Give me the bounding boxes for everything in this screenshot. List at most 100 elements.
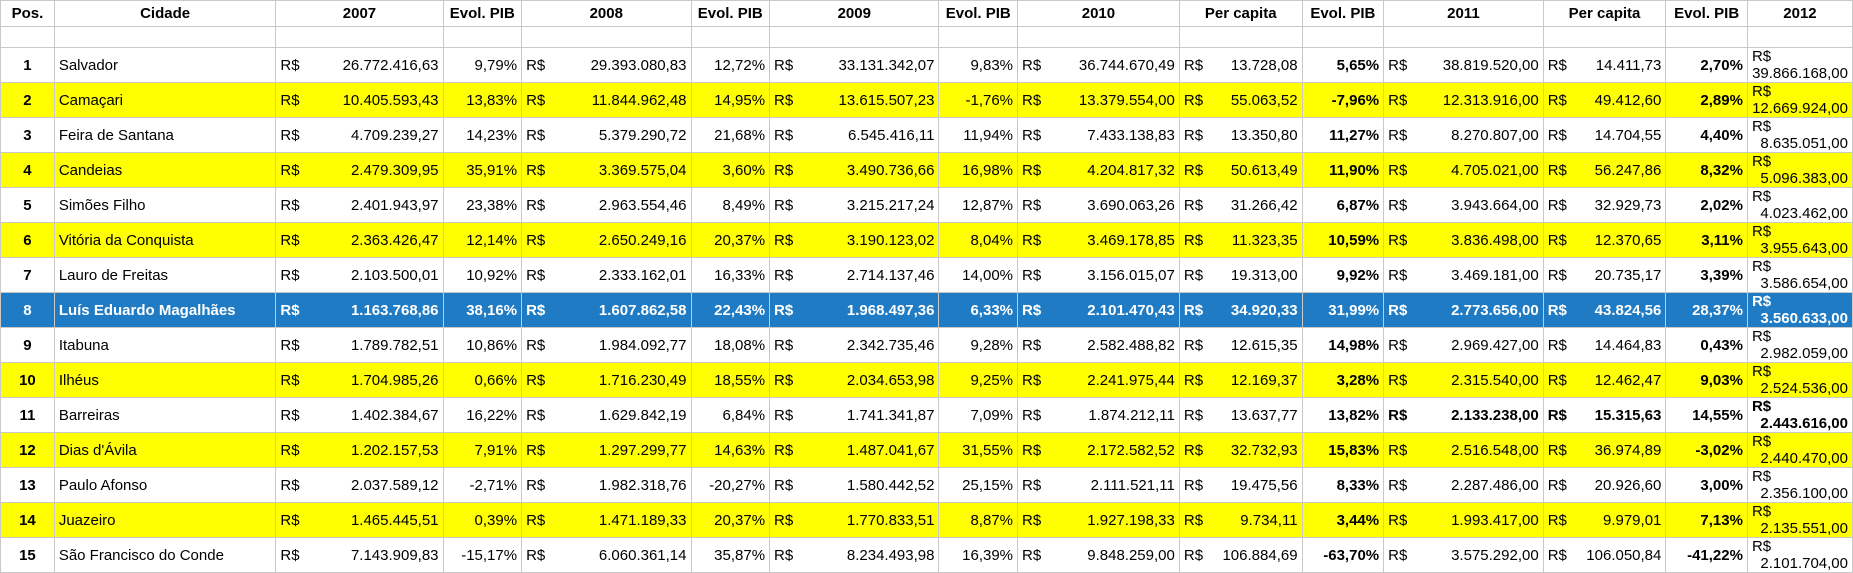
cell-2008[interactable]: R$ 3.369.575,04	[521, 152, 692, 188]
cell-position[interactable]: 4	[0, 152, 55, 188]
cell-evol-2009[interactable]: 7,09%	[938, 397, 1019, 433]
cell-evol-2011[interactable]: 3,39%	[1665, 257, 1748, 293]
cell-2007[interactable]: R$ 10.405.593,43	[275, 82, 444, 118]
cell-evol-2010[interactable]: -63,70%	[1301, 537, 1385, 573]
cell-2008[interactable]: R$ 1.716.230,49	[521, 362, 692, 398]
cell-2007[interactable]: R$ 2.401.943,97	[275, 187, 444, 223]
cell-evol-2009[interactable]: 12,87%	[938, 187, 1019, 223]
cell-evol-2010[interactable]: 9,92%	[1301, 257, 1385, 293]
cell-evol-2009[interactable]: 16,39%	[938, 537, 1019, 573]
empty-cell[interactable]	[1383, 26, 1544, 48]
cell-evol-2011[interactable]: 3,11%	[1665, 222, 1748, 258]
table-row[interactable]: 7 Lauro de Freitas R$ 2.103.500,01 10,92% R$ 2…	[0, 257, 1853, 293]
table-row[interactable]: 4 Candeias R$ 2.479.309,95 35,91% R$ 3.369.575…	[0, 152, 1853, 188]
cell-2012[interactable]: R$ 2.982.059,00	[1746, 327, 1853, 363]
cell-2010[interactable]: R$ 4.204.817,32	[1017, 152, 1180, 188]
cell-percapita-2010[interactable]: R$ 19.475,56	[1178, 467, 1303, 503]
cell-evol-2009[interactable]: 11,94%	[938, 117, 1019, 153]
cell-2010[interactable]: R$ 2.241.975,44	[1017, 362, 1180, 398]
empty-cell[interactable]	[0, 26, 55, 48]
cell-city[interactable]: Barreiras	[53, 397, 277, 433]
cell-percapita-2011[interactable]: R$ 20.735,17	[1542, 257, 1667, 293]
cell-evol-2007[interactable]: -15,17%	[442, 537, 523, 573]
table-row[interactable]: 2 Camaçari R$ 10.405.593,43 13,83% R$ 11.844.9…	[0, 82, 1853, 118]
cell-position[interactable]: 9	[0, 327, 55, 363]
cell-evol-2010[interactable]: 31,99%	[1301, 292, 1385, 328]
cell-2011[interactable]: R$ 3.836.498,00	[1383, 222, 1544, 258]
cell-2011[interactable]: R$ 12.313.916,00	[1383, 82, 1544, 118]
cell-evol-2011[interactable]: 3,00%	[1665, 467, 1748, 503]
cell-2010[interactable]: R$ 13.379.554,00	[1017, 82, 1180, 118]
cell-evol-2007[interactable]: 10,86%	[442, 327, 523, 363]
cell-evol-2011[interactable]: 0,43%	[1665, 327, 1748, 363]
cell-2011[interactable]: R$ 1.993.417,00	[1383, 502, 1544, 538]
header-percapita-2010[interactable]: Per capita	[1178, 0, 1303, 27]
cell-position[interactable]: 6	[0, 222, 55, 258]
header-2012[interactable]: 2012	[1746, 0, 1853, 27]
table-row[interactable]: 15 São Francisco do Conde R$ 7.143.909,83 -1…	[0, 537, 1853, 573]
cell-evol-2010[interactable]: 15,83%	[1301, 432, 1385, 468]
cell-evol-2011[interactable]: 2,02%	[1665, 187, 1748, 223]
cell-2012[interactable]: R$ 2.135.551,00	[1746, 502, 1853, 538]
cell-percapita-2011[interactable]: R$ 15.315,63	[1542, 397, 1667, 433]
cell-evol-2009[interactable]: 6,33%	[938, 292, 1019, 328]
cell-percapita-2011[interactable]: R$ 14.411,73	[1542, 47, 1667, 83]
empty-cell[interactable]	[442, 26, 523, 48]
table-row[interactable]: 14 Juazeiro R$ 1.465.445,51 0,39% R$ 1.471.189…	[0, 502, 1853, 538]
table-row[interactable]: 9 Itabuna R$ 1.789.782,51 10,86% R$ 1.984.092,…	[0, 327, 1853, 363]
empty-cell[interactable]	[521, 26, 692, 48]
cell-city[interactable]: Camaçari	[53, 82, 277, 118]
cell-percapita-2010[interactable]: R$ 12.169,37	[1178, 362, 1303, 398]
cell-2008[interactable]: R$ 29.393.080,83	[521, 47, 692, 83]
cell-evol-2011[interactable]: 9,03%	[1665, 362, 1748, 398]
cell-evol-2009[interactable]: 31,55%	[938, 432, 1019, 468]
cell-percapita-2010[interactable]: R$ 13.728,08	[1178, 47, 1303, 83]
cell-evol-2011[interactable]: 4,40%	[1665, 117, 1748, 153]
cell-evol-2008[interactable]: 12,72%	[690, 47, 771, 83]
table-row[interactable]: 11 Barreiras R$ 1.402.384,67 16,22% R$ 1.629.8…	[0, 397, 1853, 433]
cell-position[interactable]: 1	[0, 47, 55, 83]
cell-evol-2007[interactable]: 7,91%	[442, 432, 523, 468]
cell-2007[interactable]: R$ 7.143.909,83	[275, 537, 444, 573]
cell-position[interactable]: 8	[0, 292, 55, 328]
cell-2008[interactable]: R$ 1.629.842,19	[521, 397, 692, 433]
cell-position[interactable]: 13	[0, 467, 55, 503]
cell-city[interactable]: Dias d'Ávila	[53, 432, 277, 468]
header-2009[interactable]: 2009	[769, 0, 940, 27]
cell-evol-2008[interactable]: 22,43%	[690, 292, 771, 328]
empty-cell[interactable]	[1542, 26, 1667, 48]
cell-2008[interactable]: R$ 1.982.318,76	[521, 467, 692, 503]
cell-2007[interactable]: R$ 2.037.589,12	[275, 467, 444, 503]
cell-evol-2008[interactable]: 18,08%	[690, 327, 771, 363]
cell-evol-2010[interactable]: 3,44%	[1301, 502, 1385, 538]
cell-2007[interactable]: R$ 2.479.309,95	[275, 152, 444, 188]
cell-evol-2009[interactable]: 16,98%	[938, 152, 1019, 188]
cell-2012[interactable]: R$ 8.635.051,00	[1746, 117, 1853, 153]
cell-2009[interactable]: R$ 3.190.123,02	[769, 222, 940, 258]
cell-evol-2008[interactable]: 20,37%	[690, 502, 771, 538]
cell-position[interactable]: 7	[0, 257, 55, 293]
cell-2011[interactable]: R$ 3.575.292,00	[1383, 537, 1544, 573]
cell-evol-2011[interactable]: 14,55%	[1665, 397, 1748, 433]
cell-2007[interactable]: R$ 4.709.239,27	[275, 117, 444, 153]
cell-2011[interactable]: R$ 8.270.807,00	[1383, 117, 1544, 153]
header-2011[interactable]: 2011	[1383, 0, 1544, 27]
cell-evol-2010[interactable]: 11,27%	[1301, 117, 1385, 153]
cell-percapita-2010[interactable]: R$ 31.266,42	[1178, 187, 1303, 223]
cell-evol-2010[interactable]: 8,33%	[1301, 467, 1385, 503]
cell-2010[interactable]: R$ 3.690.063,26	[1017, 187, 1180, 223]
cell-evol-2010[interactable]: 5,65%	[1301, 47, 1385, 83]
cell-position[interactable]: 12	[0, 432, 55, 468]
empty-cell[interactable]	[1301, 26, 1385, 48]
cell-city[interactable]: Feira de Santana	[53, 117, 277, 153]
cell-percapita-2011[interactable]: R$ 12.462,47	[1542, 362, 1667, 398]
cell-2011[interactable]: R$ 2.516.548,00	[1383, 432, 1544, 468]
cell-evol-2007[interactable]: 9,79%	[442, 47, 523, 83]
cell-percapita-2011[interactable]: R$ 9.979,01	[1542, 502, 1667, 538]
cell-2010[interactable]: R$ 7.433.138,83	[1017, 117, 1180, 153]
cell-evol-2010[interactable]: 11,90%	[1301, 152, 1385, 188]
table-row[interactable]: 3 Feira de Santana R$ 4.709.239,27 14,23% R$ 5…	[0, 117, 1853, 153]
cell-2012[interactable]: R$ 5.096.383,00	[1746, 152, 1853, 188]
cell-2012[interactable]: R$ 2.524.536,00	[1746, 362, 1853, 398]
